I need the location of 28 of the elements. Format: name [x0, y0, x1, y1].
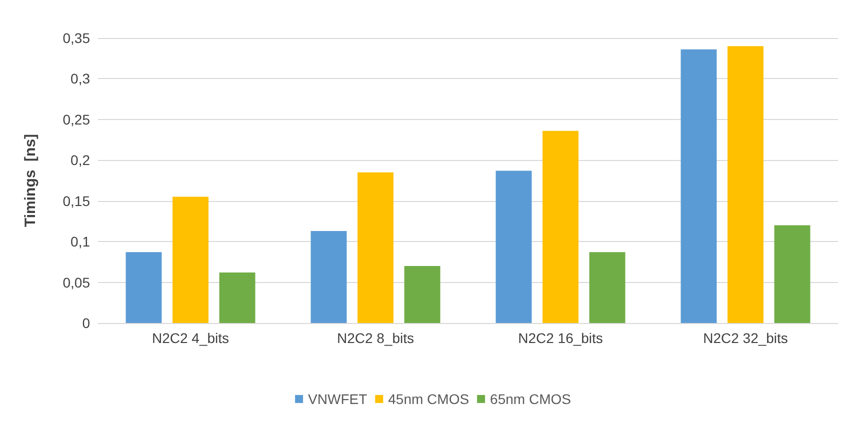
y-tick-label: 0 — [82, 315, 90, 331]
y-tick-label: 0,2 — [70, 152, 90, 168]
legend-label: VNWFET — [308, 391, 368, 407]
x-tick-label: N2C2 8_bits — [336, 330, 414, 346]
bar — [728, 46, 764, 323]
y-tick-label: 0,05 — [62, 274, 90, 290]
bar — [126, 252, 162, 323]
x-tick-label: N2C2 16_bits — [518, 330, 603, 346]
bar — [680, 49, 717, 323]
x-tick-label: N2C2 4_bits — [152, 330, 230, 346]
bar — [172, 196, 208, 323]
y-tick-label: 0,15 — [62, 192, 90, 209]
bar — [310, 230, 347, 323]
y-tick-label: 0,3 — [70, 70, 90, 87]
x-tick-label: N2C2 32_bits — [703, 330, 788, 346]
bar — [589, 252, 626, 323]
bar — [496, 170, 532, 323]
bar — [404, 266, 440, 323]
legend-label: 45nm CMOS — [388, 391, 470, 407]
bar — [542, 130, 578, 323]
legend-label: 65nm CMOS — [490, 391, 571, 407]
bar — [358, 172, 394, 323]
y-tick-label: 0,35 — [62, 30, 90, 46]
bar — [219, 272, 256, 323]
bar — [774, 225, 810, 323]
y-axis-title: Timings [ns] — [22, 134, 39, 228]
y-tick-label: 0,25 — [62, 111, 90, 128]
y-tick-label: 0,1 — [70, 234, 90, 250]
